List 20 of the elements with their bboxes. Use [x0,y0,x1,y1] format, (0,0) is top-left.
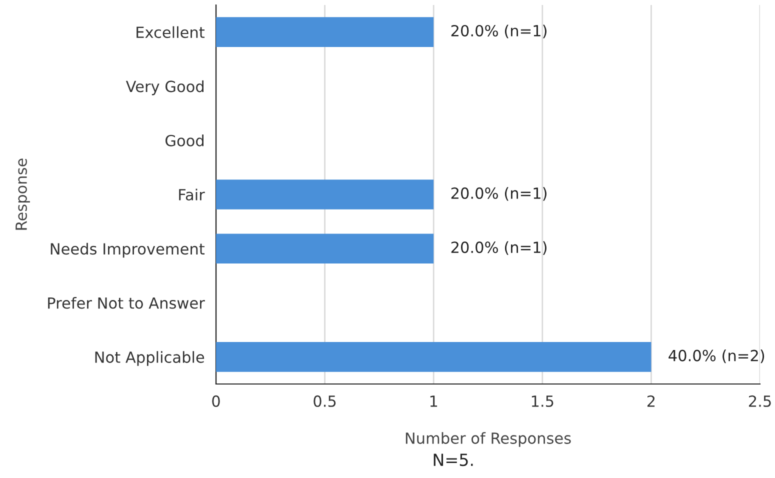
x-axis-title: Number of Responses [406,432,571,447]
y-tick-label: Good [166,134,204,146]
y-tick-label: Fair [179,188,205,201]
y-tick-label: Not Applicable [95,351,204,366]
data-label: 20.0% (n=1) [451,241,546,255]
data-label: 20.0% (n=1) [451,187,546,201]
y-tick-label: Needs Improvement [50,242,205,258]
y-tick-label: Prefer Not to Answer [48,296,205,309]
x-tick-label: 2.5 [748,395,771,407]
data-label: 20.0% (n=1) [451,24,546,38]
y-tick-label: Very Good [126,80,204,96]
x-tick-label: 1 [430,396,438,407]
x-tick-label: 2 [647,395,655,407]
x-tick-label: 1.5 [532,396,554,407]
x-tick-label: 0.5 [314,395,336,407]
y-tick-label: Excellent [136,26,205,38]
data-label: 40.0% (n=2) [668,350,764,364]
text: N=5. [434,454,473,466]
y-axis-title: Response [16,158,30,230]
x-tick-label: 0 [212,395,220,407]
